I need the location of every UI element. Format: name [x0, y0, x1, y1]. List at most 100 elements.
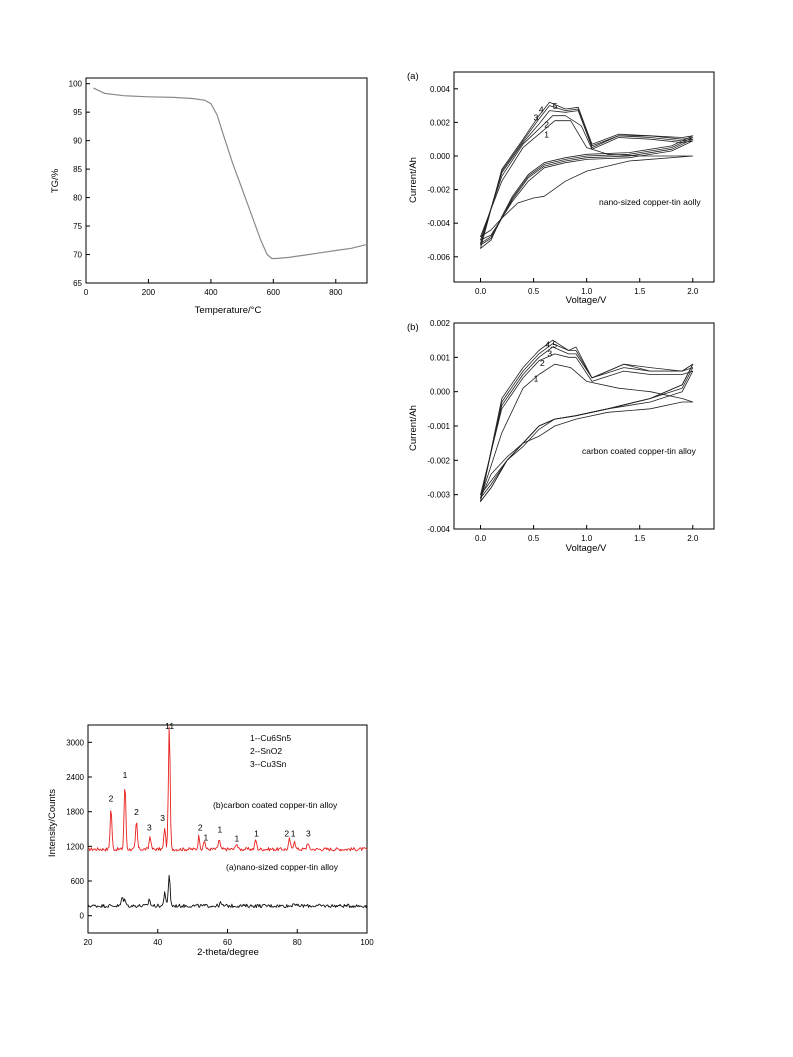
cv-a-cycle-label: 4	[539, 104, 544, 114]
tg-plot-frame	[85, 77, 368, 284]
xrd-x-tick-label: 100	[360, 938, 374, 947]
xrd-series-a-curve	[87, 874, 368, 909]
tg-x-tick-label: 0	[84, 288, 89, 297]
xrd-y-tick-label: 1800	[66, 808, 84, 817]
tg-curve	[93, 87, 366, 260]
cv-b-y-tick-label: -0.004	[427, 525, 450, 534]
cv-a-ticks: 0.0 0.5 1.0 1.5 2.0 -0.006 -0.004 -0.002 0.000 0.…	[427, 85, 699, 296]
cv-b-y-tick-label: -0.001	[427, 422, 450, 431]
cv-a-y-tick-label: -0.004	[427, 219, 450, 228]
cv-a-cycle-5-curve	[480, 101, 694, 249]
xrd-y-tick-label: 600	[71, 877, 85, 886]
xrd-peak-label: 1	[291, 829, 296, 839]
xrd-y-axis-label: Intensity/Counts	[47, 789, 58, 857]
tg-x-tick-label: 600	[267, 288, 281, 297]
cv-a-cycle-label: 3	[534, 113, 539, 123]
tg-y-tick-label: 90	[73, 137, 82, 146]
cv-chart-b: (b) 0.0 0.5 1.0 1.5 2.0 -0.004 -0.003 -0.002 -0.…	[407, 319, 715, 554]
tg-y-tick-label: 75	[73, 222, 82, 231]
tg-x-tick-label: 200	[142, 288, 156, 297]
cv-b-y-tick-label: 0.000	[430, 388, 451, 397]
cv-a-y-tick-label: 0.000	[430, 152, 451, 161]
tg-ticks: 0 200 400 600 800 65 70 75 80 85 90 95 100	[69, 80, 343, 297]
cv-b-y-tick-label: -0.002	[427, 456, 450, 465]
cv-b-cycle-2-curve	[480, 353, 694, 496]
xrd-x-tick-label: 60	[223, 938, 232, 947]
cv-b-x-tick-label: 1.5	[634, 534, 646, 543]
xrd-legend-item-3: 3--Cu3Sn	[250, 759, 287, 769]
cv-b-y-tick-label: 0.001	[430, 353, 451, 362]
xrd-peak-label: 1	[254, 829, 259, 839]
cv-b-cycle-5-curve	[480, 339, 694, 502]
cv-b-y-axis-label: Current/Ah	[408, 405, 419, 451]
xrd-legend-item-2: 2--SnO2	[250, 746, 282, 756]
xrd-peak-label: 1	[217, 824, 222, 834]
cv-a-cycle-1-curve	[480, 120, 694, 237]
xrd-y-tick-label: 0	[80, 912, 85, 921]
xrd-ticks: 20 40 60 80 100 0 600 1200 1800 2400 3000	[66, 738, 374, 947]
xrd-x-tick-label: 80	[293, 938, 302, 947]
cv-a-x-tick-label: 1.0	[581, 287, 593, 296]
xrd-x-tick-label: 20	[84, 938, 93, 947]
cv-a-x-tick-label: 1.5	[634, 287, 646, 296]
cv-a-series	[480, 101, 694, 249]
cv-b-x-tick-label: 1.0	[581, 534, 593, 543]
xrd-peak-label: 3	[306, 829, 311, 839]
cv-a-cycle-label: 1	[544, 130, 549, 140]
xrd-series-b-curve	[87, 726, 368, 852]
cv-a-y-tick-label: -0.006	[427, 253, 450, 262]
tg-x-tick-label: 800	[329, 288, 343, 297]
cv-b-panel-label: (b)	[407, 322, 419, 333]
cv-a-annotation: nano-sized copper-tin aolly	[599, 197, 701, 207]
xrd-series-label-b: (b)carbon coated copper-tin alloy	[213, 800, 338, 810]
tg-y-tick-label: 100	[69, 80, 83, 89]
tg-x-axis-label: Temperature/°C	[195, 305, 262, 316]
cv-b-x-tick-label: 0.5	[528, 534, 540, 543]
cv-a-panel-label: (a)	[407, 71, 419, 82]
cv-b-y-tick-label: 0.002	[430, 319, 451, 328]
xrd-peak-label: 1	[123, 770, 128, 780]
xrd-peak-label: 3	[147, 823, 152, 833]
cv-a-x-tick-label: 0.0	[475, 287, 487, 296]
cv-b-cycle-3-curve	[480, 346, 694, 499]
xrd-y-tick-label: 2400	[66, 773, 84, 782]
xrd-peak-label: 2	[134, 807, 139, 817]
xrd-plot-frame	[87, 724, 368, 934]
cv-b-cycle-label: 4,5	[545, 340, 557, 350]
cv-b-y-tick-label: -0.003	[427, 491, 450, 500]
cv-a-x-tick-label: 2.0	[687, 287, 699, 296]
tg-y-tick-label: 65	[73, 279, 82, 288]
xrd-peak-label: 2	[198, 823, 203, 833]
xrd-peak-label: 1	[235, 834, 240, 844]
cv-a-y-axis-label: Current/Ah	[408, 157, 419, 203]
xrd-x-tick-label: 40	[153, 938, 162, 947]
cv-a-y-tick-label: 0.002	[430, 118, 451, 127]
xrd-peak-label: 3	[160, 813, 165, 823]
cv-b-ticks: 0.0 0.5 1.0 1.5 2.0 -0.004 -0.003 -0.002 -0.001 0…	[427, 319, 699, 543]
tg-y-tick-label: 70	[73, 251, 82, 260]
cv-a-y-tick-label: -0.002	[427, 186, 450, 195]
cv-a-cycle-label: 5	[553, 101, 558, 111]
cv-a-y-tick-label: 0.004	[430, 85, 451, 94]
tg-y-tick-label: 85	[73, 165, 82, 174]
tg-x-tick-label: 400	[204, 288, 218, 297]
xrd-peak-label: 1	[204, 833, 209, 843]
xrd-peak-label: 2	[109, 793, 114, 803]
xrd-legend-item-1: 1--Cu6Sn5	[250, 733, 291, 743]
cv-b-cycle-1-curve	[480, 363, 694, 499]
cv-chart-a: (a) 0.0 0.5 1.0 1.5 2.0-0.006-0.004-0.0020.0…	[407, 71, 715, 306]
cv-b-cycle-label: 1	[534, 373, 539, 383]
cv-b-annotation: carbon coated copper-tin alloy	[582, 446, 697, 456]
tg-y-axis-label: TG/%	[50, 168, 61, 193]
cv-b-x-tick-label: 2.0	[687, 534, 699, 543]
xrd-peak-label: 1	[165, 721, 170, 731]
xrd-series	[87, 726, 368, 909]
xrd-y-tick-label: 1200	[66, 842, 84, 851]
cv-b-x-axis-label: Voltage/V	[566, 543, 607, 554]
xrd-x-axis-label: 2-theta/degree	[197, 947, 259, 958]
xrd-peak-label: 2	[284, 829, 289, 839]
cv-b-cycle-label: 2	[540, 358, 545, 368]
